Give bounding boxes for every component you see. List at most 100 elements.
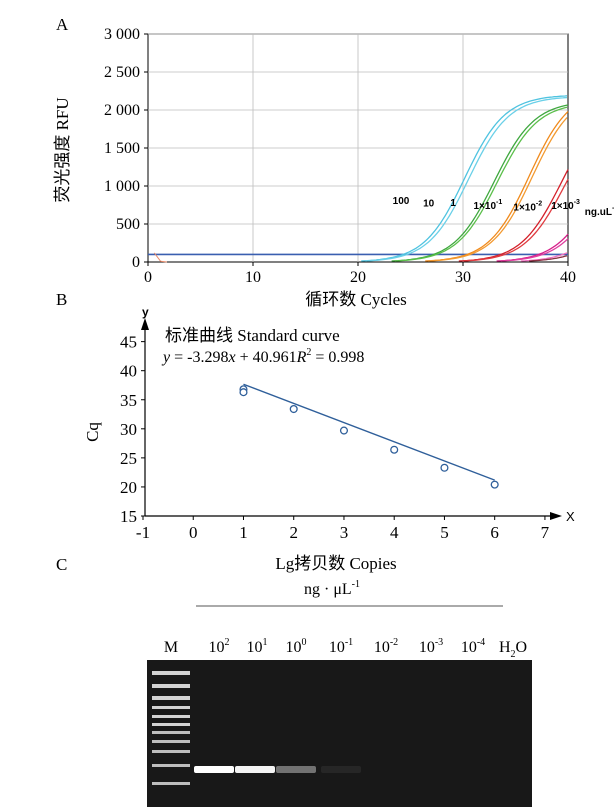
x-axis-letter: X <box>566 509 575 524</box>
data-point <box>390 445 399 454</box>
curve-label: ng.uL-1 <box>585 205 614 218</box>
ladder-band <box>152 723 190 726</box>
y-tick-label: 2 500 <box>104 64 140 81</box>
fit-line <box>243 383 495 481</box>
pcr-band <box>235 766 275 773</box>
y-tick-label: 20 <box>120 478 137 497</box>
pcr-band <box>276 766 316 773</box>
amplification-curves <box>148 95 569 263</box>
lane-label: M <box>164 639 178 656</box>
data-point <box>490 480 499 489</box>
data-point <box>289 404 298 414</box>
x-axis-units-b: ng · μL-1 <box>304 579 360 598</box>
y-tick-label: 0 <box>132 254 140 271</box>
curve-label: 10 <box>423 199 435 210</box>
y-tick-label: 25 <box>120 449 137 468</box>
y-tick-label: 45 <box>120 333 137 352</box>
curve-label: 1×10-1 <box>474 199 503 212</box>
x-axis-label-b: Lg拷贝数 Copies <box>275 554 396 573</box>
gel-lane-labels: M 102 101 100 10-1 10-2 10-3 10-4 H2O <box>164 637 527 660</box>
data-point <box>239 388 248 397</box>
dna-ladder <box>152 671 190 785</box>
x-tick-label: 2 <box>289 523 298 542</box>
chart-title-b: 标准曲线 Standard curve <box>165 326 340 345</box>
lane-label: 102 <box>209 637 230 656</box>
x-tick-label: 40 <box>560 269 576 286</box>
amplification-curve <box>520 252 568 262</box>
lane-label: 10-1 <box>329 637 353 656</box>
amplification-curve <box>529 255 568 262</box>
panel-label-b: B <box>56 290 67 309</box>
x-ticks-a: 0 10 20 30 40 <box>144 262 576 286</box>
y-axis-arrow <box>141 318 149 330</box>
y-ticks-b: 15 20 25 30 35 40 45 <box>120 333 145 526</box>
x-tick-label: -1 <box>136 523 150 542</box>
panel-label-a: A <box>56 15 69 34</box>
y-tick-label: 1 500 <box>104 140 140 157</box>
amplification-curve <box>394 106 568 262</box>
data-points-b <box>239 385 499 489</box>
x-axis-arrow <box>550 512 562 520</box>
ladder-band <box>152 764 190 767</box>
ladder-band <box>152 706 190 709</box>
curve-label: 1×10-3 <box>551 199 580 212</box>
x-tick-label: 7 <box>541 523 550 542</box>
baseline-artifact <box>153 252 167 263</box>
x-tick-label: 3 <box>340 523 349 542</box>
ladder-band <box>152 684 190 688</box>
data-point <box>339 426 349 435</box>
curve-label: 1 <box>450 198 456 209</box>
y-axis-label-b: Cq <box>83 422 102 442</box>
amplification-curve <box>500 238 569 262</box>
x-tick-label: 6 <box>490 523 499 542</box>
pcr-band <box>194 766 234 773</box>
y-tick-label: 40 <box>120 362 137 381</box>
x-tick-label: 30 <box>455 269 471 286</box>
y-axis-label-a: 荧光强度 RFU <box>53 97 72 202</box>
curve-label: 100 <box>393 196 410 207</box>
y-tick-label: 35 <box>120 391 137 410</box>
x-tick-label: 0 <box>144 269 152 286</box>
y-tick-label: 15 <box>120 507 137 526</box>
ladder-band <box>152 782 190 785</box>
axes-b <box>141 318 562 520</box>
y-tick-label: 3 000 <box>104 26 140 43</box>
x-tick-label: 1 <box>239 523 248 542</box>
lane-label: 100 <box>286 637 307 656</box>
y-tick-label: 30 <box>120 420 137 439</box>
panel-c: C M 102 101 100 10-1 10-2 10-3 10-4 H2O <box>56 555 532 807</box>
panel-label-c: C <box>56 555 67 574</box>
curve-annotations: 100 10 1 1×10-1 1×10-2 1×10-3 ng.uL-1 <box>393 196 614 218</box>
ladder-band <box>152 731 190 734</box>
grid-a <box>148 33 568 262</box>
x-tick-label: 20 <box>350 269 366 286</box>
lane-label: 10-3 <box>419 637 443 656</box>
ladder-band <box>152 696 190 700</box>
amplification-curve <box>428 117 568 262</box>
y-tick-label: 500 <box>116 216 140 233</box>
lane-label: 101 <box>247 637 268 656</box>
ladder-band <box>152 715 190 718</box>
y-tick-label: 2 000 <box>104 102 140 119</box>
regression-equation: y = -3.298x + 40.961R2 = 0.998 <box>161 347 364 366</box>
ladder-band <box>152 750 190 753</box>
x-axis-label-a: 循环数 Cycles <box>305 290 407 309</box>
amplification-curve <box>462 178 569 262</box>
lane-label: H2O <box>499 639 527 660</box>
lane-label: 10-4 <box>461 637 485 656</box>
amplification-curve <box>361 95 568 262</box>
x-tick-label: 4 <box>390 523 399 542</box>
gel-image <box>147 660 532 807</box>
amplification-curve <box>365 96 568 262</box>
y-axis-letter: y <box>142 305 149 319</box>
lane-label: 10-2 <box>374 637 398 656</box>
curve-label: 1×10-2 <box>513 200 542 213</box>
x-tick-label: 0 <box>189 523 198 542</box>
x-tick-label: 5 <box>440 523 449 542</box>
y-tick-label: 1 000 <box>104 178 140 195</box>
panel-a: A 0 500 1 000 1 500 2 000 2 500 3 000 0 10 20 30 4… <box>53 15 614 309</box>
x-ticks-b: -1 0 1 2 3 4 5 6 7 <box>136 516 550 542</box>
y-ticks-a: 0 500 1 000 1 500 2 000 2 500 3 000 <box>104 26 148 271</box>
